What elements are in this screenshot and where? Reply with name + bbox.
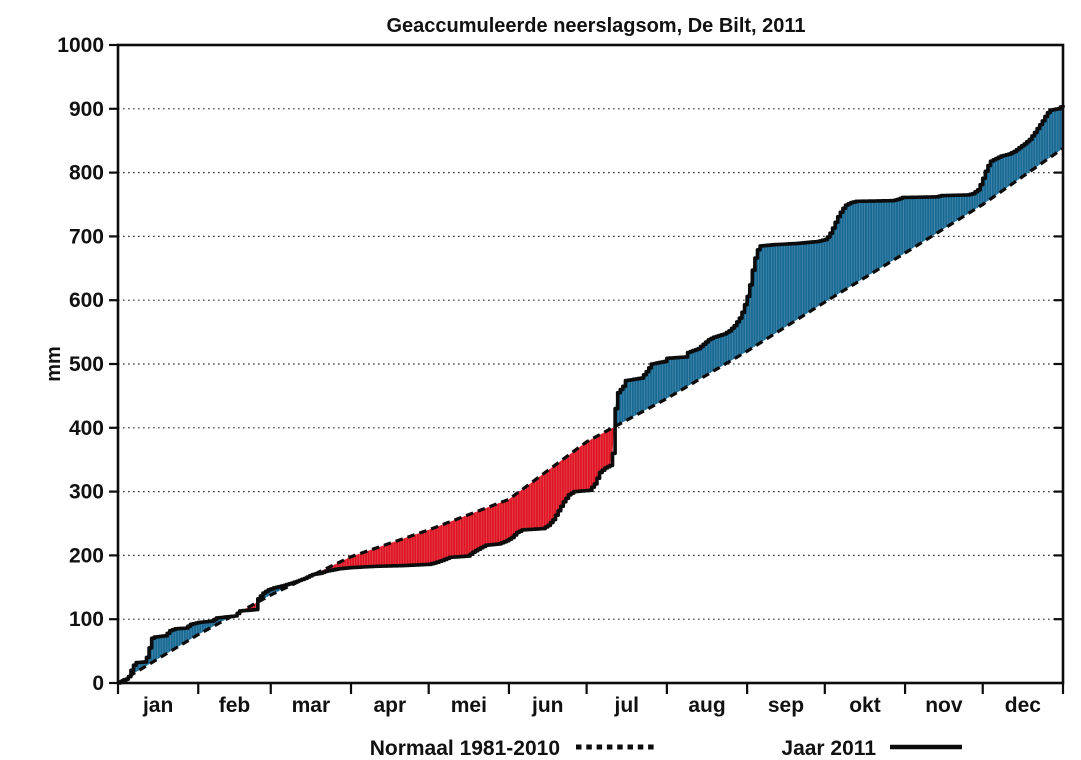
- y-tick-label-1000: 1000: [57, 34, 104, 57]
- y-tick-label-600: 600: [69, 289, 104, 312]
- fill-below-normal-7: [314, 427, 615, 575]
- chart-title: Geaccumuleerde neerslagsom, De Bilt, 201…: [386, 15, 805, 37]
- month-label-jan: jan: [142, 694, 173, 717]
- y-tick-label-900: 900: [69, 98, 104, 121]
- legend-normal-label: Normaal 1981-2010: [370, 737, 560, 760]
- month-label-feb: feb: [219, 694, 251, 717]
- month-label-dec: dec: [1005, 694, 1042, 717]
- month-label-sep: sep: [768, 694, 804, 717]
- y-tick-label-200: 200: [69, 544, 104, 567]
- y-tick-label-300: 300: [69, 481, 104, 504]
- legend: Normaal 1981-2010 Jaar 2011: [370, 737, 962, 760]
- month-label-apr: apr: [374, 694, 407, 717]
- y-tick-label-800: 800: [69, 162, 104, 185]
- axis-tick-labels: 0 100 200 300 400 500 600 700 800 900 1000 jan feb ma…: [57, 34, 1041, 717]
- y-tick-label-700: 700: [69, 225, 104, 248]
- axes-and-ticks: [109, 43, 1065, 694]
- data-lines: [117, 104, 1065, 685]
- month-label-jun: jun: [531, 694, 564, 717]
- y-tick-label-500: 500: [69, 353, 104, 376]
- normal-line: [117, 147, 1064, 685]
- month-label-mar: mar: [292, 694, 331, 717]
- y-tick-label-100: 100: [69, 608, 104, 631]
- month-label-aug: aug: [688, 694, 725, 717]
- month-label-okt: okt: [849, 694, 881, 717]
- fill-above-normal-8: [614, 104, 1063, 428]
- y-axis-title: mm: [43, 346, 65, 382]
- month-label-nov: nov: [925, 694, 963, 717]
- gridlines: [118, 108, 1063, 620]
- y-tick-label-400: 400: [69, 417, 104, 440]
- legend-year-label: Jaar 2011: [781, 737, 876, 760]
- y-tick-label-0: 0: [92, 672, 104, 695]
- month-label-jul: jul: [613, 694, 639, 717]
- month-label-mei: mei: [451, 694, 487, 717]
- year-2011-line: [118, 104, 1065, 685]
- plot-border: [116, 43, 1065, 685]
